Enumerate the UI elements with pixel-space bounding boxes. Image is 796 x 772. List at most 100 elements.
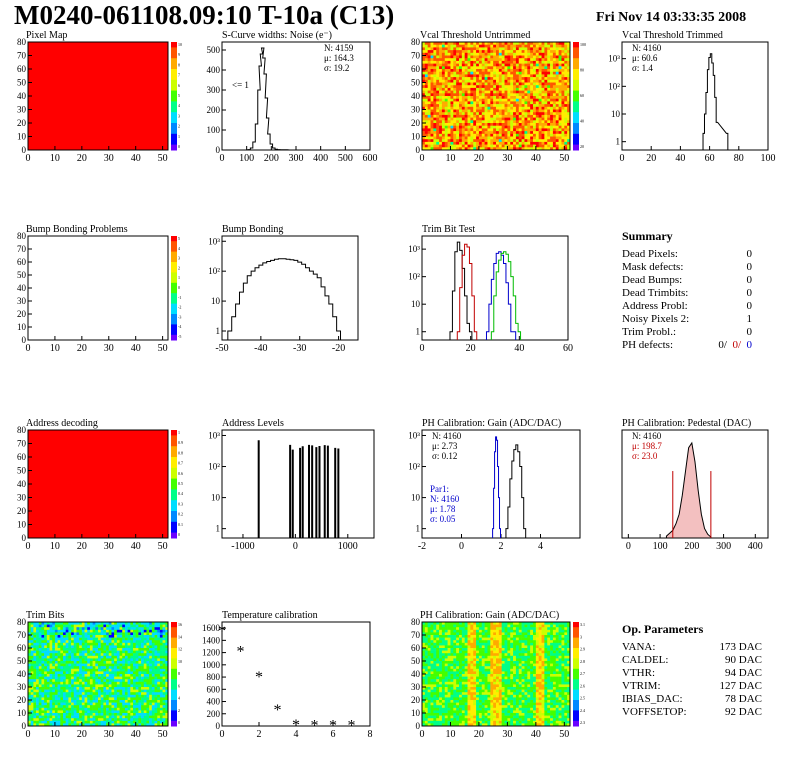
heatmap-cell [555,82,559,86]
heatmap-cell [436,52,440,56]
heatmap-cell [95,666,99,670]
heatmap-cell [141,632,145,636]
heatmap-cell [79,705,83,709]
heatmap-cell [52,622,56,625]
heatmap-cell [439,650,443,654]
heatmap-cell [527,117,531,121]
x-tick-label: -50 [215,343,228,354]
heatmap-cell [444,96,448,99]
heatmap-cell [95,713,99,716]
heatmap-cell [547,52,551,56]
heatmap-cell [498,96,502,99]
heatmap-cell [33,702,37,706]
heatmap-cell [127,658,131,662]
heatmap-cell [135,687,139,690]
heatmap-cell [46,661,50,664]
heatmap-cell [496,85,500,89]
heatmap-cell [30,700,34,703]
heatmap-cell [424,42,428,45]
heatmap-cell [490,85,494,89]
heatmap-cell [111,648,115,651]
heatmap-cell [487,109,491,113]
heatmap-cell [154,713,158,716]
heatmap-cell [476,44,480,48]
heatmap-cell [444,44,448,48]
heatmap-cell [60,622,64,625]
heatmap-cell [49,666,53,670]
heatmap-cell [515,82,520,86]
heatmap-cell [81,658,85,662]
heatmap-cell [524,55,528,59]
heatmap-cell [108,697,112,701]
heatmap-cell [504,147,508,151]
palette-tick-label: 2 [178,124,180,129]
heatmap-cell [550,104,554,108]
heatmap-cell [28,648,31,651]
heatmap-cell [141,705,145,709]
heatmap-cell [49,671,53,675]
heatmap-cell [106,700,110,703]
heatmap-cell [46,627,50,631]
heatmap-cell [44,648,48,651]
heatmap-cell [441,627,446,631]
heatmap-cell [41,694,45,698]
heatmap-cell [507,101,511,105]
heatmap-cell [518,96,522,99]
heatmap-cell [28,640,31,644]
heatmap-cell [467,52,471,56]
heatmap-cell [552,87,557,91]
heatmap-cell [564,44,568,48]
heatmap-cell [424,131,428,135]
heatmap-cell [464,144,468,148]
heatmap-cell [444,101,448,105]
heatmap-cell [439,710,443,714]
heatmap-cell [501,128,505,132]
heatmap-cell [510,44,514,48]
heatmap-cell [533,60,537,64]
heatmap-cell [108,658,112,662]
palette-cell [171,653,177,659]
heatmap-cell [135,653,139,657]
heatmap-cell [439,720,443,724]
heatmap-cell [130,700,134,703]
heatmap-cell [52,627,56,631]
heatmap-cell [439,96,443,99]
heatmap-cell [149,710,153,714]
heatmap-cell [422,627,426,631]
heatmap-cell [459,71,463,75]
heatmap-cell [478,136,483,140]
heatmap-cell [92,655,96,659]
heatmap-cell [33,718,37,722]
heatmap-cell [143,666,147,670]
heatmap-cell [456,77,460,81]
heatmap-cell [103,720,107,724]
heatmap-cell [464,125,468,129]
heatmap-cell [530,79,534,83]
heatmap-cell [481,42,485,45]
heatmap-cell [547,85,551,89]
heatmap-cell [484,131,488,135]
heatmap-cell [493,58,497,62]
heatmap-cell [81,702,85,706]
heatmap-cell [498,141,502,145]
heatmap-cell [561,66,565,70]
heatmap-cell [478,87,483,91]
x-tick-label: -30 [293,343,306,354]
heatmap-cell [79,679,83,683]
heatmap-cell [439,82,443,86]
heatmap-cell [119,658,123,662]
heatmap-cell [157,689,161,693]
heatmap-cell [436,77,440,81]
heatmap-cell [81,676,85,680]
heatmap-cell [422,679,426,683]
heatmap-cell [119,645,123,649]
heatmap-cell [151,718,155,722]
heatmap-cell [456,79,460,83]
y-tick-label: 40 [411,91,421,101]
heatmap-cell [52,687,56,690]
heatmap-cell [100,650,104,654]
heatmap-cell [108,650,112,654]
heatmap-cell [60,702,64,706]
palette-cell [573,123,579,129]
heatmap-cell [464,47,468,51]
